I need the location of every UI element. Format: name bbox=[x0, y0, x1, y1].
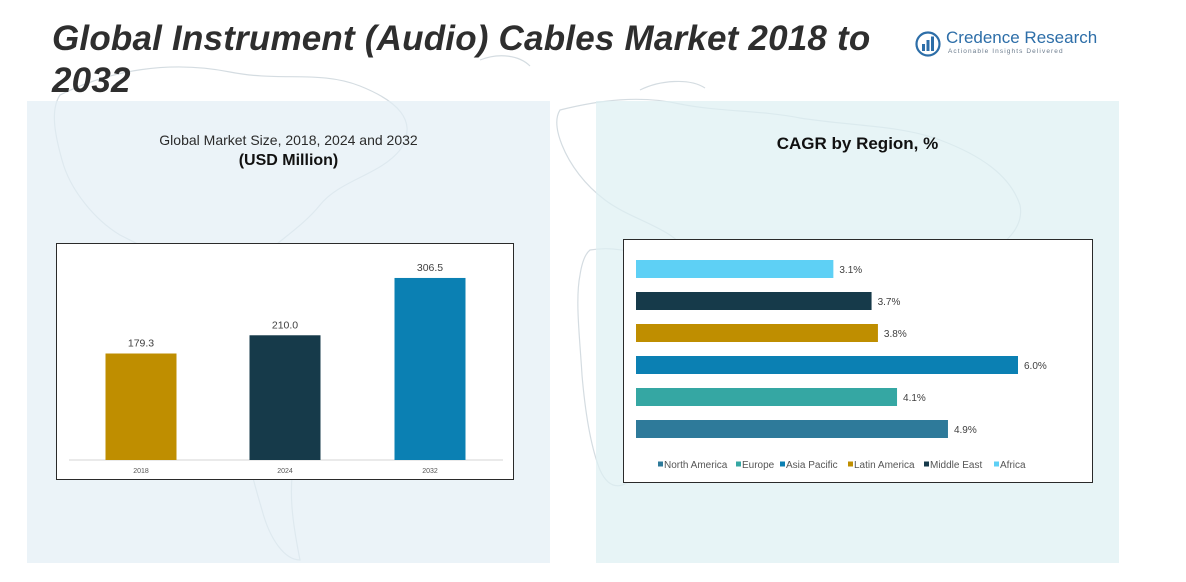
page-title: Global Instrument (Audio) Cables Market … bbox=[52, 19, 871, 100]
market-size-unit: (USD Million) bbox=[238, 152, 339, 169]
bar-2018 bbox=[105, 353, 177, 460]
data-label-africa: 3.1% bbox=[839, 265, 862, 276]
legend-swatch-north-america bbox=[658, 461, 663, 467]
cagr-chart-frame: 4.9% 4.1% 6.0% 3.8% 3.7% 3.1% North America Eur… bbox=[623, 239, 1093, 483]
legend-label-africa: Africa bbox=[1000, 460, 1026, 471]
legend-swatch-middle-east bbox=[924, 461, 929, 467]
bar-asia-pacific bbox=[636, 356, 1018, 374]
company-logo: Credence Research Actionable Insights De… bbox=[914, 28, 1104, 62]
logo-tagline: Actionable Insights Delivered bbox=[948, 48, 1064, 55]
market-size-chart-frame: 179.3 2018 210.0 2024 306.5 2032 bbox=[56, 243, 514, 480]
cagr-title: CAGR by Region, % bbox=[776, 134, 939, 153]
data-label-north-america: 4.9% bbox=[954, 425, 977, 436]
legend-swatch-latin-america bbox=[848, 461, 853, 467]
data-label-europe: 4.1% bbox=[903, 393, 926, 404]
legend-swatch-asia-pacific bbox=[780, 461, 785, 467]
data-label-asia-pacific: 6.0% bbox=[1024, 361, 1047, 372]
market-size-title: Global Market Size, 2018, 2024 and 2032 bbox=[159, 132, 418, 148]
legend-label-north-america: North America bbox=[664, 460, 728, 471]
market-size-bar-chart: 179.3 2018 210.0 2024 306.5 2032 bbox=[69, 262, 503, 475]
x-tick-2018: 2018 bbox=[133, 468, 149, 475]
bar-2024 bbox=[249, 335, 321, 460]
bar-chart-logo-icon bbox=[915, 31, 941, 57]
legend-label-latin-america: Latin America bbox=[854, 460, 915, 471]
x-tick-2024: 2024 bbox=[277, 468, 293, 475]
data-label-2032: 306.5 bbox=[417, 262, 443, 274]
data-label-middle-east: 3.7% bbox=[878, 297, 901, 308]
bar-europe bbox=[636, 388, 898, 406]
data-label-2018: 179.3 bbox=[128, 338, 154, 350]
data-label-2024: 210.0 bbox=[272, 319, 298, 331]
legend-swatch-europe bbox=[736, 461, 741, 467]
legend-label-middle-east: Middle East bbox=[930, 460, 982, 471]
bar-africa bbox=[636, 260, 834, 278]
bar-middle-east bbox=[636, 292, 872, 310]
legend-label-asia-pacific: Asia Pacific bbox=[786, 460, 838, 471]
legend-swatch-africa bbox=[994, 461, 999, 467]
bar-north-america bbox=[636, 420, 948, 438]
logo-name: Credence Research bbox=[946, 28, 1098, 47]
legend-label-europe: Europe bbox=[742, 460, 775, 471]
bar-latin-america bbox=[636, 324, 878, 342]
cagr-horizontal-bar-chart: 4.9% 4.1% 6.0% 3.8% 3.7% 3.1% North America Eur… bbox=[636, 260, 1047, 471]
x-tick-2032: 2032 bbox=[422, 468, 438, 475]
data-label-latin-america: 3.8% bbox=[884, 329, 907, 340]
bar-2032 bbox=[394, 277, 466, 460]
